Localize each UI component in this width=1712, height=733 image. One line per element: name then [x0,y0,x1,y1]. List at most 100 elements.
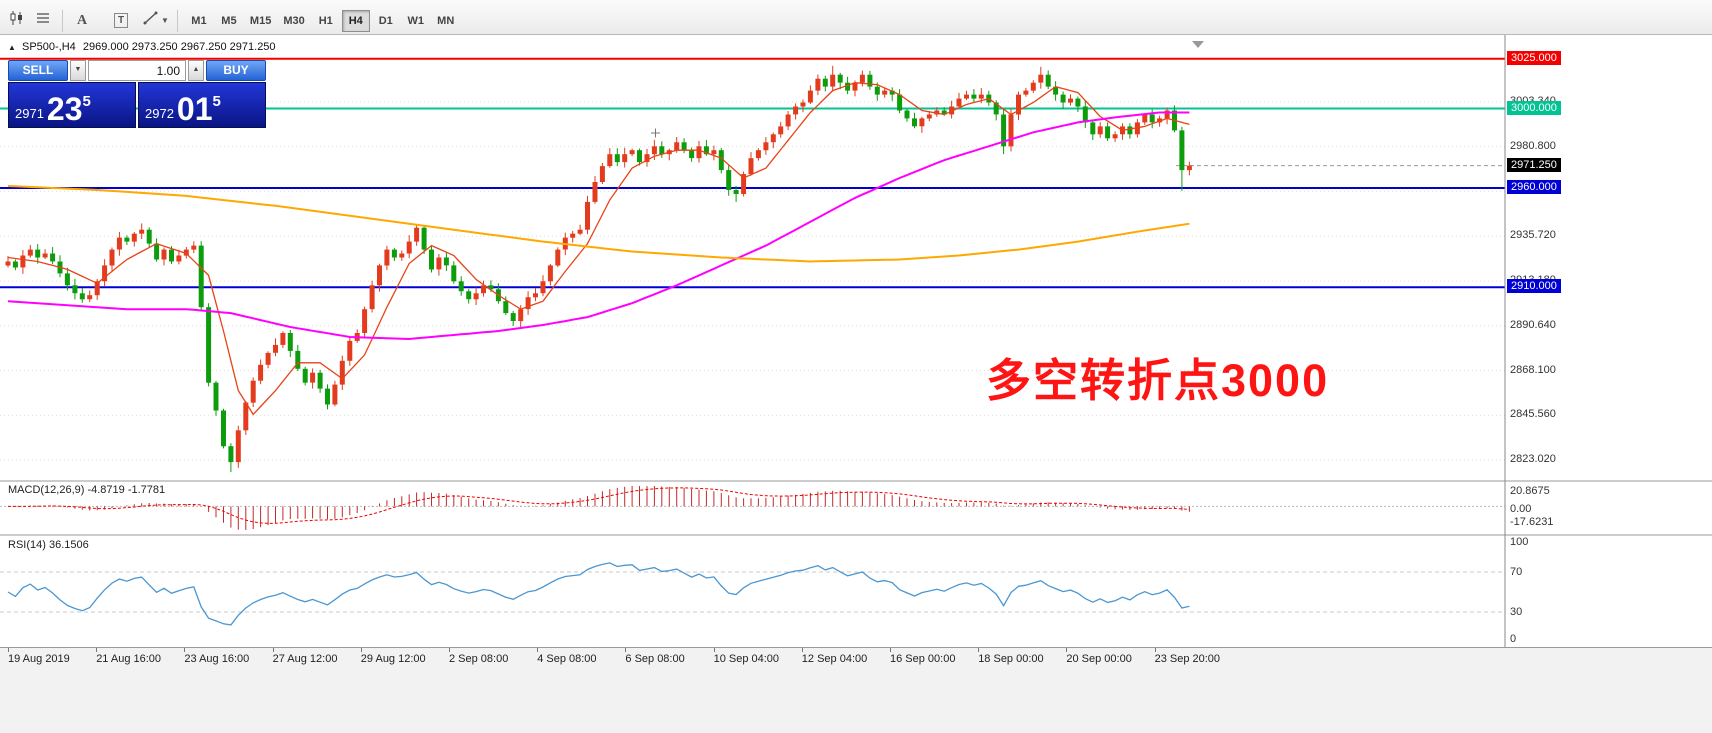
timeframe-button-mn[interactable]: MN [437,14,455,27]
time-axis-label: 10 Sep 04:00 [713,653,780,665]
rsi-panel-header: RSI(14) 36.1506 [8,539,89,551]
sell-price-display[interactable]: 2971 23 5 [8,82,136,128]
collapse-arrow-icon[interactable]: ▲ [8,43,16,52]
price-level-label: 3025.000 [1507,50,1561,65]
time-tick [8,648,9,652]
chevron-down-icon: ▼ [161,16,169,25]
sell-price-pipette: 5 [82,93,91,110]
lot-increase-button[interactable]: ▲ [188,60,204,81]
sell-price-big-figure: 2971 [15,106,44,121]
chart-canvas[interactable] [0,35,1712,733]
main-toolbar: A T ▼ M1 M5 M15 M30 H1 H4 D1 W1 MN [0,0,1712,35]
time-axis-label: 27 Aug 12:00 [272,653,338,665]
toolbar-separator [62,9,63,32]
indicators-list-icon [35,10,51,31]
buy-price-display[interactable]: 2972 01 5 [138,82,266,128]
time-axis-label: 16 Sep 00:00 [890,653,956,665]
price-scale[interactable]: 3003.3402980.8002935.7202913.1802890.640… [1505,0,1712,733]
time-tick [890,648,891,652]
buy-price-pips: 01 [176,91,213,127]
rsi-panel [0,562,1505,626]
candlestick-chart-icon [9,10,25,31]
timeframe-button-m1[interactable]: M1 [191,14,207,27]
lot-size-input[interactable] [88,60,186,81]
price-axis-label: 2823.020 [1510,453,1556,466]
symbol-name: SP500-,H4 [21,41,76,53]
price-axis-label: 2980.800 [1510,139,1556,152]
toolbar-separator [176,9,178,32]
time-tick [184,648,186,652]
buy-button[interactable]: BUY [206,60,266,81]
one-click-trading-widget: SELL ▼ ▲ BUY 2971 23 5 2972 01 5 [8,60,266,128]
macd-signal-line [8,487,1190,524]
moving-average-slow [7,185,1190,263]
drawing-tool-button[interactable]: ▼ [142,9,170,33]
price-level-label: 2960.000 [1507,179,1561,194]
sell-button[interactable]: SELL [8,60,68,81]
price-axis-label: 100 [1510,536,1529,548]
time-axis-label: 19 Aug 2019 [8,653,70,665]
macd-histogram [14,486,1190,530]
price-axis-label: 30 [1510,606,1523,618]
time-tick [272,648,274,652]
time-axis-label: 6 Sep 08:00 [625,653,685,665]
price-axis-label: 0.00 [1510,503,1532,515]
timeframe-button-h1[interactable]: H1 [318,14,333,27]
time-axis-label: 12 Sep 04:00 [801,653,868,665]
price-level-label: 3000.000 [1507,100,1561,115]
time-tick [96,648,98,652]
lot-decrease-button[interactable]: ▼ [70,60,86,81]
time-tick [1066,648,1068,652]
price-level-label: 2971.250 [1507,157,1561,172]
rsi-line [7,562,1190,626]
price-axis-label: -17.6231 [1510,516,1554,528]
time-tick [1154,648,1156,652]
text-tool-icon: A [76,12,88,28]
time-axis-label: 21 Aug 16:00 [96,653,162,665]
time-axis-label: 2 Sep 08:00 [449,653,509,665]
price-axis-label: 2845.560 [1510,408,1556,421]
time-axis-label: 4 Sep 08:00 [537,653,597,665]
time-tick [449,648,450,652]
buy-price-big-figure: 2972 [145,106,174,121]
sell-price-pips: 23 [46,91,83,127]
time-axis-label: 29 Aug 12:00 [360,653,426,665]
label-tool-button[interactable]: T [109,9,133,33]
time-tick [801,648,803,652]
moving-average-medium [7,111,1190,341]
chart-shift-marker [1192,41,1204,48]
time-axis[interactable]: 19 Aug 2019 21 Aug 16:00 23 Aug 16:00 27 Au… [0,647,1712,733]
time-tick [625,648,627,652]
time-tick [537,648,539,652]
timeframe-button-m15[interactable]: M15 [249,14,272,27]
time-tick [713,648,715,652]
price-axis-label: 2868.100 [1510,363,1556,376]
time-axis-label: 18 Sep 00:00 [978,653,1044,665]
timeframe-button-d1[interactable]: D1 [378,14,393,27]
timeframe-toolbar: M1 M5 M15 M30 H1 H4 D1 W1 MN [184,9,461,32]
main-price-panel [0,41,1505,473]
price-axis-label: 70 [1510,566,1523,578]
label-tool-icon: T [113,13,129,28]
chart-annotation-text[interactable]: 多空转折点3000 [986,355,1330,406]
buy-price-pipette: 5 [212,93,221,110]
time-tick [360,648,362,652]
macd-panel-header: MACD(12,26,9) -4.8719 -1.7781 [8,484,166,496]
text-tool-button[interactable]: A [70,9,94,33]
timeframe-button-w1[interactable]: W1 [407,14,424,27]
ohlc-values: 2969.000 2973.250 2967.250 2971.250 [82,41,276,53]
indicators-button[interactable] [31,9,55,33]
price-axis-label: 2935.720 [1510,229,1556,242]
chart-type-button[interactable] [5,9,29,33]
moving-average-fast [7,82,1190,416]
timeframe-button-m30[interactable]: M30 [283,14,305,27]
time-axis-label: 23 Aug 16:00 [184,653,250,665]
price-axis-label: 20.8675 [1510,485,1550,497]
timeframe-button-m5[interactable]: M5 [221,14,237,27]
price-axis-label: 0 [1510,633,1517,645]
macd-panel [0,486,1505,530]
timeframe-button-h4[interactable]: H4 [341,9,370,32]
crosshair-mark [651,128,660,138]
trendline-tool-icon [143,10,159,31]
